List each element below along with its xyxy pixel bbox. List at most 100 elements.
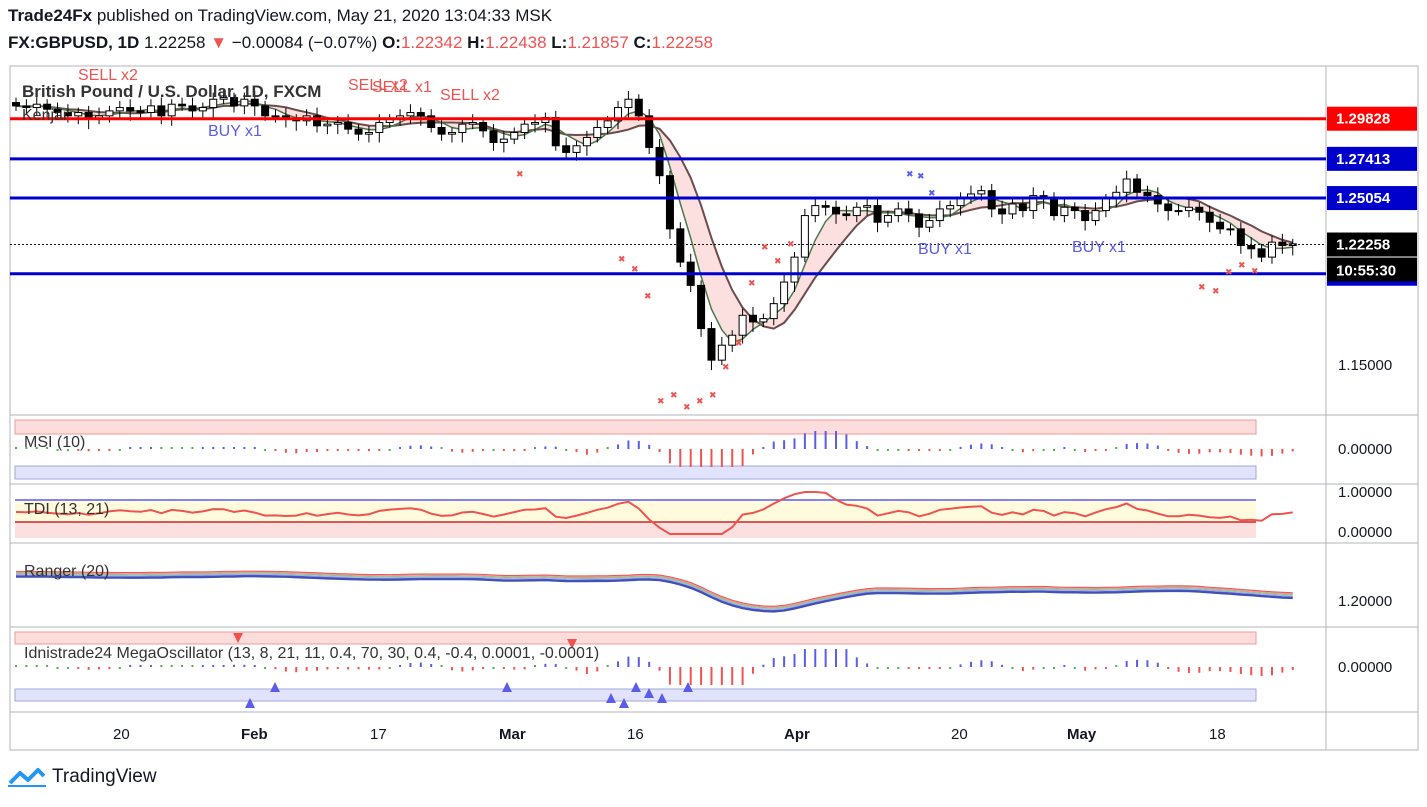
buy-triangle-icon (606, 693, 616, 703)
sell-triangle-icon (567, 639, 577, 649)
signal-cross-icon: ✖ (722, 362, 730, 372)
x-axis-label: Apr (784, 726, 810, 743)
candle-body (780, 281, 789, 305)
signal-cross-icon: ✖ (683, 402, 691, 412)
candle-body (1226, 228, 1235, 231)
candle-body (925, 220, 934, 228)
ranger-line (15, 571, 1293, 608)
candle-body (842, 213, 851, 217)
candle-body (1133, 178, 1142, 193)
signal-label: BUY x1 (208, 123, 262, 140)
candle-body (188, 105, 197, 112)
candle-body (136, 110, 145, 114)
tradingview-brand-name: TradingView (52, 766, 157, 787)
signal-cross-icon: ✖ (709, 390, 717, 400)
candle-body (811, 205, 820, 217)
candle-body (261, 105, 270, 117)
level-label: 1.25054 (1336, 190, 1391, 207)
candle-body (313, 115, 322, 127)
candle-body (250, 98, 259, 107)
candle-body (1070, 206, 1079, 212)
candle-body (852, 206, 861, 217)
candle-body (437, 126, 446, 135)
candle-body (728, 334, 737, 346)
candle-body (1018, 203, 1027, 212)
candle-body (115, 107, 124, 112)
publisher-name[interactable]: Trade24Fx (8, 6, 93, 25)
signal-label: BUY x1 (1072, 239, 1126, 256)
candle-body (1216, 221, 1225, 230)
signal-cross-icon: ✖ (516, 169, 524, 179)
signal-cross-icon: ✖ (1225, 267, 1233, 277)
x-axis-label: 17 (370, 726, 387, 743)
open-label: O: (382, 33, 401, 52)
candle-body (416, 112, 425, 117)
ranger-line (15, 574, 1293, 612)
msi-lower-band (14, 465, 1257, 480)
buy-triangle-icon (683, 682, 693, 692)
candle-body (1081, 210, 1090, 222)
signal-cross-icon: ✖ (618, 254, 626, 264)
candle-body (904, 208, 913, 215)
candle-body (406, 112, 415, 117)
candle-body (489, 130, 498, 143)
price-change: −0.00084 (−0.07%) (231, 33, 378, 52)
candle-body (894, 208, 903, 217)
candle-body (178, 103, 187, 107)
candle-body (603, 120, 612, 128)
candle-body (468, 122, 477, 125)
candle-body (624, 98, 633, 109)
candle-body (53, 108, 62, 114)
low-label: L: (551, 33, 568, 52)
candle-body (531, 122, 539, 125)
x-axis-label: 18 (1209, 726, 1226, 743)
candle-body (74, 112, 83, 117)
candle-body (935, 208, 944, 222)
candle-body (1174, 210, 1183, 213)
mega-upper-band (14, 631, 1257, 645)
candle-body (946, 205, 955, 210)
candle-body (510, 131, 519, 140)
tdi-mid-band (15, 500, 1256, 522)
candle-body (323, 123, 332, 127)
signal-cross-icon: ✖ (928, 188, 936, 198)
candle-body (769, 303, 778, 320)
tradingview-brand[interactable]: TradingView (8, 766, 157, 788)
signal-cross-icon: ✖ (696, 396, 704, 406)
symbol-label[interactable]: FX:GBPUSD, 1D (8, 33, 140, 52)
candle-body (1184, 206, 1193, 212)
ma-fast-line (15, 99, 1293, 344)
published-text: published on TradingView.com, May 21, 20… (96, 6, 553, 25)
level-label-bg (1327, 106, 1417, 131)
msi-upper-band (14, 419, 1257, 435)
buy-triangle-icon (631, 682, 641, 692)
candle-body (167, 103, 176, 117)
candle-body (1101, 198, 1110, 212)
close-value: 1.22258 (651, 33, 713, 52)
candle-body (427, 115, 436, 128)
candle-body (697, 284, 706, 330)
candle-body (22, 105, 31, 109)
mega-tick-label: 0.00000 (1338, 659, 1392, 676)
buy-triangle-icon (657, 693, 667, 703)
candle-body (873, 205, 882, 223)
candle-body (863, 205, 872, 208)
candle-body (333, 122, 342, 125)
candle-body (821, 205, 830, 208)
x-axis-label: 16 (627, 726, 644, 743)
symbol-info: FX:GBPUSD, 1D 1.22258 ▼ −0.00084 (−0.07%… (8, 33, 713, 53)
buy-triangle-icon (270, 682, 280, 692)
signal-cross-icon: ✖ (774, 256, 782, 266)
signal-cross-icon: ✖ (631, 264, 639, 274)
candle-body (229, 97, 238, 107)
candle-body (1050, 198, 1058, 217)
tdi-tick-label-high: 1.00000 (1338, 484, 1392, 501)
candle-body (32, 103, 41, 109)
signal-cross-icon: ✖ (1198, 282, 1206, 292)
price-tick-label: 1.15000 (1338, 357, 1392, 374)
candle-body (1164, 203, 1173, 212)
signal-cross-icon: ✖ (906, 169, 914, 179)
candle-body (12, 102, 20, 107)
tdi-tick-label-low: 0.00000 (1338, 524, 1392, 541)
